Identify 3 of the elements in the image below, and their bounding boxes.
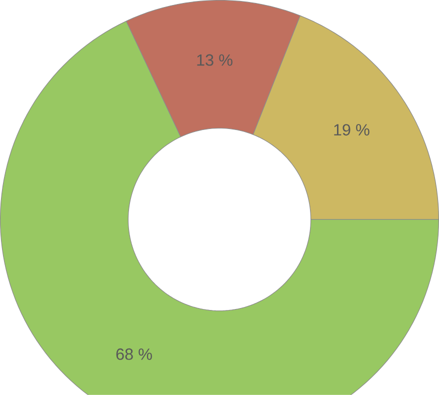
data-label: 13 %: [197, 54, 232, 66]
data-label: 19 %: [334, 124, 370, 136]
data-label: 68 %: [116, 348, 152, 360]
